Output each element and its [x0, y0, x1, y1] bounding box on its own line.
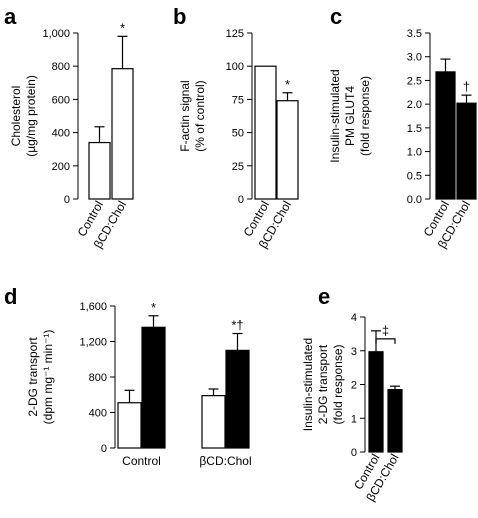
y-tick-label-c: 1.5	[407, 123, 422, 135]
bar-b-1	[276, 100, 299, 200]
bar-c-0	[435, 71, 456, 200]
y-tick-label-a: 0	[64, 194, 70, 206]
bar-c-1	[456, 102, 477, 200]
y-tick-label-d: 1,200	[79, 337, 107, 349]
y-tick-label-e: 0	[351, 447, 357, 459]
significance-marker-d-0-1: *	[151, 300, 156, 315]
panel-letter-a: a	[4, 4, 17, 29]
panel-letter-c: c	[330, 4, 342, 29]
panel-letter-b: b	[173, 4, 186, 29]
y-tick-label-d: 0	[101, 443, 107, 455]
y-tick-label-c: 0.5	[407, 170, 422, 182]
y-axis-label-e: Insulin-stimulated	[301, 338, 315, 431]
y-tick-label-b: 50	[232, 128, 244, 140]
panel-letter-d: d	[4, 284, 17, 309]
significance-marker-e: ‡	[382, 323, 389, 338]
y-tick-label-e: 1	[351, 413, 357, 425]
y-axis-label-b: F-actin signal	[178, 80, 192, 151]
y-tick-label-a: 200	[52, 161, 70, 173]
y-tick-label-a: 800	[52, 61, 70, 73]
y-tick-label-c: 1.0	[407, 147, 422, 159]
bar-d-0-0	[117, 402, 142, 449]
y-tick-label-e: 2	[351, 380, 357, 392]
y-axis-label-a: Cholesterol	[9, 86, 23, 147]
y-tick-label-b: 75	[232, 94, 244, 106]
y-axis-label-c: PM GLUT4	[343, 86, 357, 146]
bar-a-1	[111, 68, 134, 200]
y-tick-label-c: 0.0	[407, 194, 422, 206]
significance-marker-a-1: *	[120, 20, 125, 35]
y-tick-label-b: 0	[238, 194, 244, 206]
y-axis-label-c: Insulin-stimulated	[328, 69, 342, 162]
bar-e-0	[368, 351, 384, 453]
significance-marker-d-1-1: *†	[231, 318, 243, 333]
y-tick-label-b: 100	[226, 61, 244, 73]
y-tick-label-d: 1,600	[79, 301, 107, 313]
y-axis-label-d: 2-DG transport	[26, 337, 40, 417]
y-tick-label-d: 400	[89, 408, 107, 420]
y-axis-label-e: (fold response)	[331, 344, 345, 424]
bar-e-1	[387, 388, 403, 453]
y-tick-label-a: 1,000	[42, 28, 70, 40]
x-category-label-d: Control	[122, 454, 161, 468]
y-tick-label-c: 3.5	[407, 28, 422, 40]
bar-d-1-0	[201, 395, 226, 449]
y-axis-label-b: (% of control)	[193, 80, 207, 151]
y-tick-label-c: 3.0	[407, 52, 422, 64]
panel-letter-e: e	[318, 284, 330, 309]
y-axis-label-e: 2-DG transport	[316, 344, 330, 424]
y-tick-label-a: 400	[52, 128, 70, 140]
significance-bracket-e	[375, 338, 396, 344]
bar-d-0-1	[141, 326, 166, 449]
y-tick-label-c: 2.5	[407, 75, 422, 87]
y-tick-label-a: 600	[52, 94, 70, 106]
y-tick-label-b: 25	[232, 161, 244, 173]
y-axis-label-d: (dpm mg⁻¹ min⁻¹)	[41, 330, 55, 425]
y-tick-label-b: 125	[226, 28, 244, 40]
y-tick-label-e: 4	[351, 312, 357, 324]
y-axis-label-a: (µg/mg protein)	[24, 75, 38, 157]
x-category-label-d: βCD:Chol	[199, 454, 251, 468]
significance-marker-c-1: †	[463, 79, 470, 94]
bar-a-0	[88, 141, 111, 200]
y-tick-label-e: 3	[351, 346, 357, 358]
bar-b-0	[254, 65, 277, 200]
y-axis-label-c: (fold response)	[358, 76, 372, 156]
y-tick-label-c: 2.0	[407, 99, 422, 111]
y-tick-label-d: 800	[89, 372, 107, 384]
bar-d-1-1	[225, 349, 250, 449]
significance-marker-b-1: *	[285, 77, 290, 92]
